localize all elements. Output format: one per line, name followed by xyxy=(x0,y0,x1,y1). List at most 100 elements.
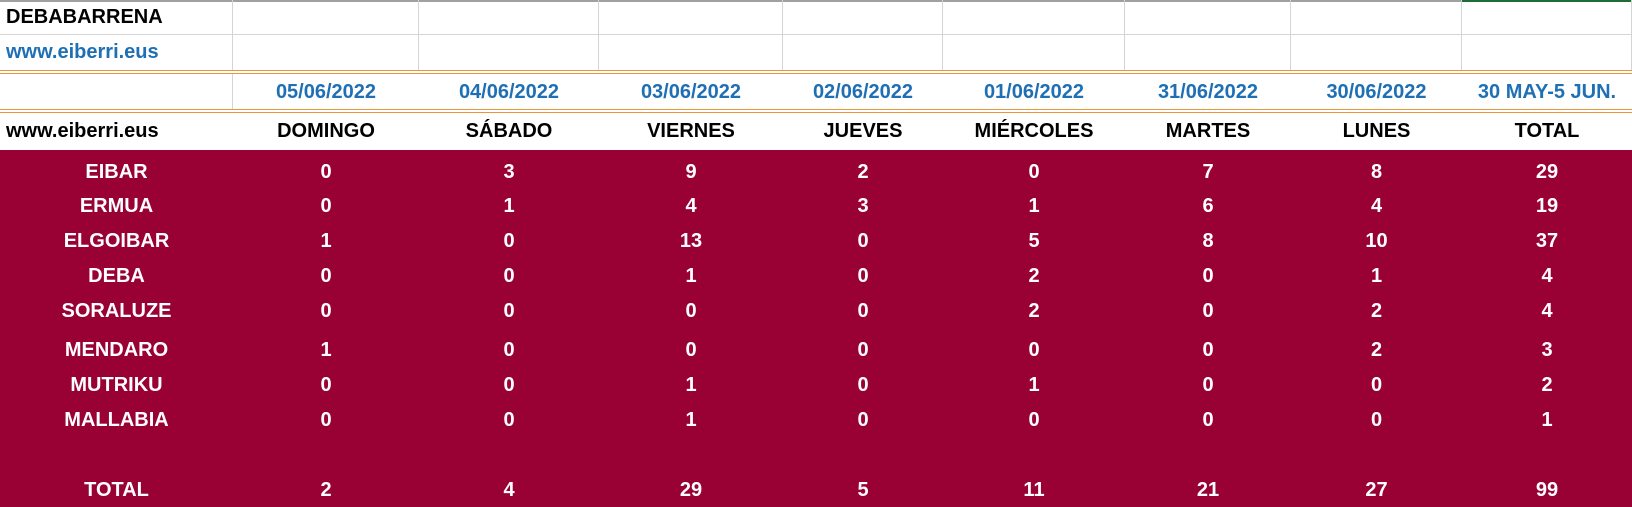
count-value[interactable]: 2 xyxy=(320,478,332,501)
count-value[interactable]: 9 xyxy=(685,160,697,183)
count-value[interactable]: 29 xyxy=(679,478,703,501)
count-value[interactable]: 1 xyxy=(1370,264,1383,287)
count-value[interactable]: 5 xyxy=(1028,229,1040,252)
day-header[interactable]: LUNES xyxy=(1342,120,1411,142)
empty-cell[interactable] xyxy=(943,0,1125,35)
date-cell[interactable]: 31/06/2022 xyxy=(1157,80,1259,103)
total-value[interactable]: 2 xyxy=(1541,373,1553,396)
day-header[interactable]: MIÉRCOLES xyxy=(974,120,1094,142)
count-value[interactable]: 0 xyxy=(1028,338,1040,361)
website-link[interactable]: www.eiberri.eus xyxy=(0,35,233,71)
count-value[interactable]: 1 xyxy=(685,373,697,396)
count-value[interactable]: 0 xyxy=(1202,338,1214,361)
count-value[interactable]: 2 xyxy=(1028,299,1040,322)
count-value[interactable]: 1 xyxy=(685,264,697,287)
count-value[interactable]: 10 xyxy=(1365,229,1388,252)
count-value[interactable]: 0 xyxy=(685,299,697,322)
count-value[interactable]: 21 xyxy=(1196,478,1220,501)
count-value[interactable]: 0 xyxy=(320,160,332,183)
empty-cell[interactable] xyxy=(419,35,599,71)
empty-cell[interactable] xyxy=(0,74,233,110)
count-value[interactable]: 8 xyxy=(1202,229,1214,252)
town-name[interactable]: MALLABIA xyxy=(64,408,169,431)
count-value[interactable]: 0 xyxy=(1370,408,1383,431)
count-value[interactable]: 0 xyxy=(1202,299,1214,322)
count-value[interactable]: 0 xyxy=(503,299,515,322)
total-value[interactable]: 1 xyxy=(1541,408,1553,431)
count-value[interactable]: 6 xyxy=(1202,194,1214,217)
date-cell[interactable]: 03/06/2022 xyxy=(640,80,742,103)
count-value[interactable]: 1 xyxy=(1028,373,1040,396)
count-value[interactable]: 0 xyxy=(857,229,869,252)
empty-cell[interactable] xyxy=(233,35,419,71)
empty-cell[interactable] xyxy=(599,35,783,71)
count-value[interactable]: 0 xyxy=(1202,373,1214,396)
count-value[interactable]: 2 xyxy=(1370,338,1383,361)
count-value[interactable]: 0 xyxy=(320,264,332,287)
town-name[interactable]: SORALUZE xyxy=(61,299,172,322)
total-value[interactable]: 4 xyxy=(1541,264,1553,287)
count-value[interactable]: 0 xyxy=(503,264,515,287)
town-name[interactable]: TOTAL xyxy=(84,478,149,501)
count-value[interactable]: 0 xyxy=(1202,408,1214,431)
count-value[interactable]: 3 xyxy=(503,160,515,183)
day-header[interactable]: VIERNES xyxy=(647,120,735,142)
count-value[interactable]: 0 xyxy=(320,194,332,217)
date-cell[interactable]: 30/06/2022 xyxy=(1326,80,1427,103)
empty-cell[interactable] xyxy=(1462,35,1632,71)
town-name[interactable]: ERMUA xyxy=(79,194,154,217)
empty-cell[interactable] xyxy=(1462,0,1632,35)
count-value[interactable]: 3 xyxy=(857,194,869,217)
count-value[interactable]: 0 xyxy=(857,408,869,431)
total-value[interactable]: 99 xyxy=(1535,478,1559,501)
town-name[interactable]: DEBA xyxy=(88,264,145,287)
total-value[interactable]: 3 xyxy=(1541,338,1553,361)
header-label[interactable]: www.eiberri.eus xyxy=(6,120,159,142)
count-value[interactable]: 0 xyxy=(1028,408,1040,431)
count-value[interactable]: 0 xyxy=(1370,373,1383,396)
empty-cell[interactable] xyxy=(1125,35,1291,71)
total-header[interactable]: TOTAL xyxy=(1514,120,1580,142)
empty-cell[interactable] xyxy=(599,0,783,35)
count-value[interactable]: 7 xyxy=(1202,160,1214,183)
town-name[interactable]: MENDARO xyxy=(64,338,169,361)
count-value[interactable]: 1 xyxy=(320,229,332,252)
date-cell[interactable]: 02/06/2022 xyxy=(812,80,914,103)
count-value[interactable]: 0 xyxy=(320,408,332,431)
count-value[interactable]: 0 xyxy=(857,338,869,361)
town-name[interactable]: MUTRIKU xyxy=(70,373,163,396)
date-cell[interactable]: 04/06/2022 xyxy=(458,80,560,103)
count-value[interactable]: 0 xyxy=(1028,160,1040,183)
day-header[interactable]: DOMINGO xyxy=(277,120,375,142)
count-value[interactable]: 0 xyxy=(857,373,869,396)
date-cell[interactable]: 05/06/2022 xyxy=(275,80,377,103)
count-value[interactable]: 5 xyxy=(857,478,869,501)
empty-cell[interactable] xyxy=(1125,0,1291,35)
count-value[interactable]: 1 xyxy=(685,408,697,431)
empty-cell[interactable] xyxy=(419,0,599,35)
count-value[interactable]: 2 xyxy=(857,160,869,183)
sheet-title[interactable]: DEBABARRENA xyxy=(0,0,233,35)
empty-cell[interactable] xyxy=(1291,0,1462,35)
date-range-cell[interactable]: 30 MAY-5 JUN. xyxy=(1477,80,1617,103)
town-name[interactable]: EIBAR xyxy=(85,160,148,183)
town-name[interactable]: ELGOIBAR xyxy=(63,229,170,252)
count-value[interactable]: 1 xyxy=(320,338,332,361)
day-header[interactable]: JUEVES xyxy=(823,120,903,142)
empty-cell[interactable] xyxy=(943,35,1125,71)
total-value[interactable]: 19 xyxy=(1535,194,1559,217)
count-value[interactable]: 27 xyxy=(1365,478,1388,501)
count-value[interactable]: 13 xyxy=(679,229,703,252)
empty-cell[interactable] xyxy=(783,0,943,35)
empty-cell[interactable] xyxy=(1291,35,1462,71)
count-value[interactable]: 0 xyxy=(503,408,515,431)
count-value[interactable]: 0 xyxy=(503,229,515,252)
count-value[interactable]: 11 xyxy=(1023,478,1045,501)
count-value[interactable]: 0 xyxy=(503,373,515,396)
count-value[interactable]: 0 xyxy=(685,338,697,361)
empty-cell[interactable] xyxy=(233,0,419,35)
total-value[interactable]: 4 xyxy=(1541,299,1553,322)
total-value[interactable]: 37 xyxy=(1535,229,1559,252)
count-value[interactable]: 2 xyxy=(1370,299,1383,322)
count-value[interactable]: 0 xyxy=(857,264,869,287)
